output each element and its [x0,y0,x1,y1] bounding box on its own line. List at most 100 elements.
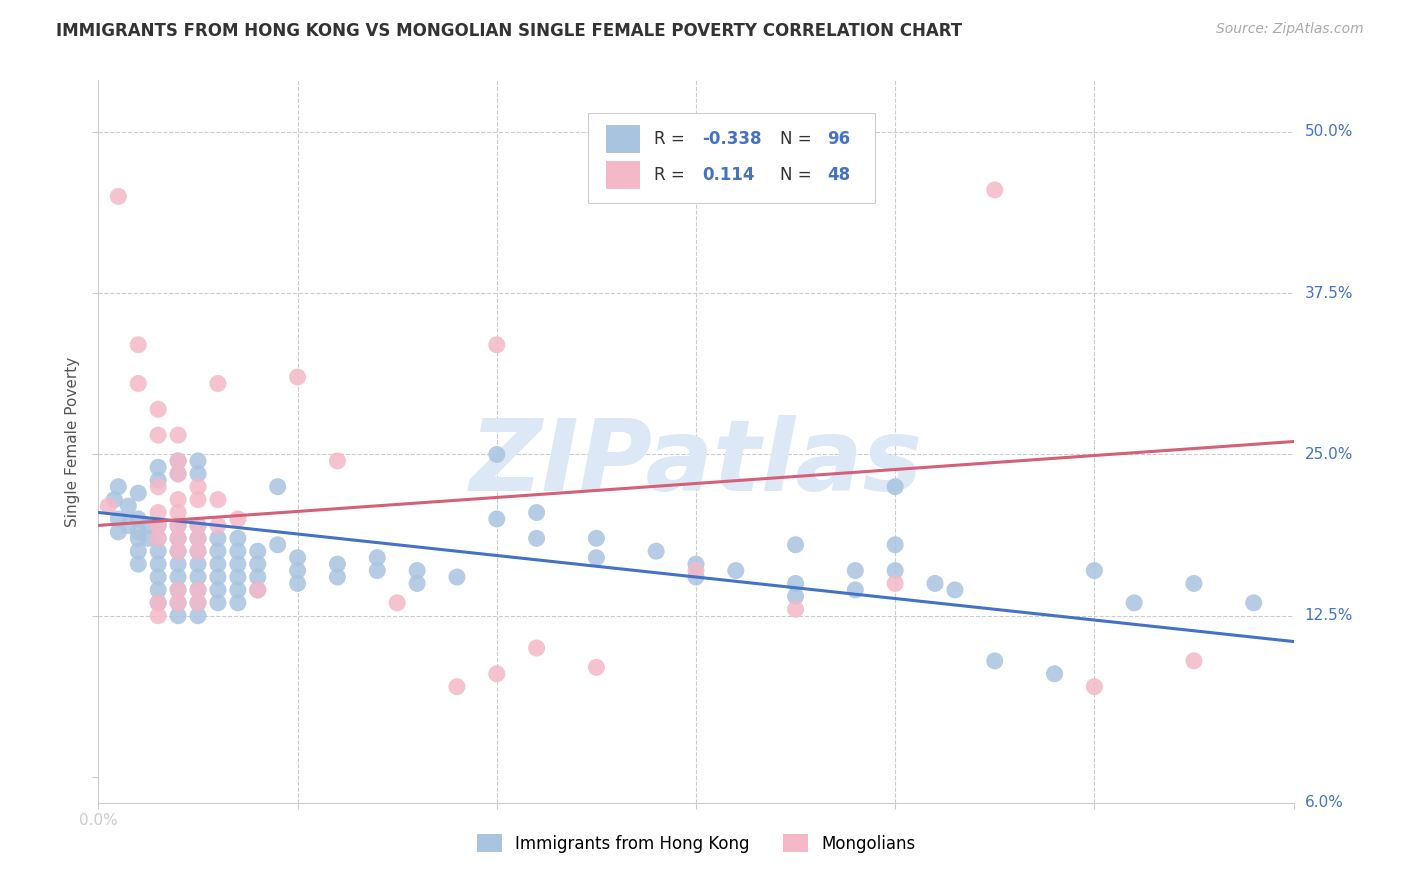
Point [287,370,309,384]
Point [167,454,190,468]
Text: IMMIGRANTS FROM HONG KONG VS MONGOLIAN SINGLE FEMALE POVERTY CORRELATION CHART: IMMIGRANTS FROM HONG KONG VS MONGOLIAN S… [56,22,962,40]
Point [1123,596,1146,610]
Point [287,576,309,591]
Point [585,660,607,674]
Point [167,582,190,597]
Point [167,492,190,507]
Point [207,570,229,584]
Point [107,189,129,203]
Point [117,518,139,533]
FancyBboxPatch shape [606,161,640,189]
Point [526,640,548,655]
Text: 96: 96 [827,130,851,148]
Point [148,570,170,584]
Point [326,557,349,571]
Point [226,582,249,597]
Point [187,596,209,610]
Point [127,486,149,500]
Point [585,531,607,545]
Point [326,454,349,468]
Point [103,492,125,507]
Point [884,480,907,494]
Point [148,531,170,545]
Point [187,467,209,481]
Point [485,447,508,461]
Point [884,564,907,578]
Point [884,576,907,591]
Point [526,506,548,520]
Point [207,531,229,545]
FancyBboxPatch shape [606,125,640,153]
Point [167,531,190,545]
Point [226,557,249,571]
Point [724,564,747,578]
Point [127,512,149,526]
Point [148,428,170,442]
Point [1083,680,1105,694]
Text: 37.5%: 37.5% [1305,285,1353,301]
Point [645,544,668,558]
Point [187,557,209,571]
Point [167,582,190,597]
Text: R =: R = [654,130,690,148]
Point [148,596,170,610]
Point [148,518,170,533]
Point [148,557,170,571]
Point [287,550,309,565]
Point [844,582,866,597]
Point [785,538,807,552]
Point [187,582,209,597]
Point [385,596,409,610]
Point [167,467,190,481]
Point [943,582,966,597]
Point [526,531,548,545]
Point [685,564,707,578]
Point [148,402,170,417]
Point [167,467,190,481]
Text: 6.0%: 6.0% [1305,796,1344,810]
Point [148,480,170,494]
Point [1083,564,1105,578]
Text: -0.338: -0.338 [702,130,762,148]
Point [1182,654,1205,668]
Point [267,538,290,552]
Point [207,492,229,507]
Point [187,596,209,610]
Point [127,524,149,539]
FancyBboxPatch shape [589,112,876,203]
Text: 12.5%: 12.5% [1305,608,1353,624]
Point [785,602,807,616]
Point [785,590,807,604]
Point [187,531,209,545]
Point [107,480,129,494]
Point [226,596,249,610]
Point [167,608,190,623]
Point [167,518,190,533]
Point [485,666,508,681]
Point [406,576,429,591]
Point [207,518,229,533]
Point [148,582,170,597]
Point [167,557,190,571]
Point [446,680,468,694]
Point [485,512,508,526]
Point [366,564,388,578]
Point [136,531,159,545]
Point [127,544,149,558]
Point [226,544,249,558]
Point [685,557,707,571]
Point [187,518,209,533]
Text: 0.114: 0.114 [702,166,755,184]
Point [207,557,229,571]
Point [1043,666,1066,681]
Point [785,576,807,591]
Point [187,544,209,558]
Point [226,531,249,545]
Point [207,544,229,558]
Point [148,531,170,545]
Point [446,570,468,584]
Text: 25.0%: 25.0% [1305,447,1353,462]
Point [187,608,209,623]
Point [167,596,190,610]
Point [148,608,170,623]
